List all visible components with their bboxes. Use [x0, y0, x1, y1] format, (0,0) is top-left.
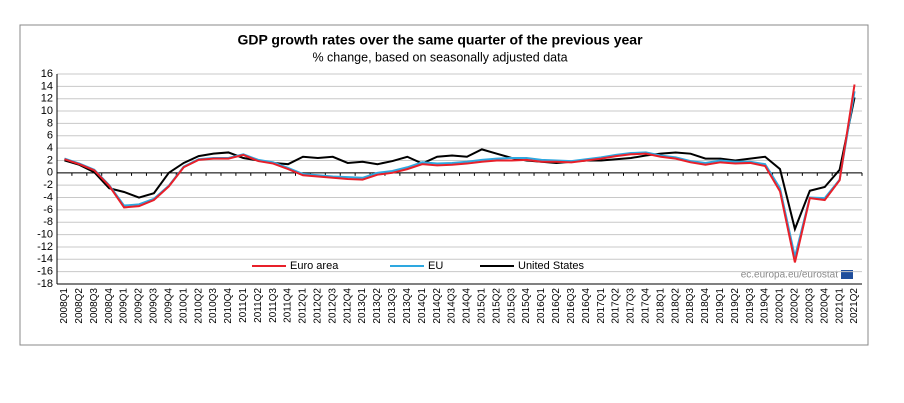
x-tick-label: 2014Q4 — [462, 288, 473, 324]
y-tick-label: -12 — [37, 241, 53, 253]
x-tick-label: 2019Q1 — [715, 288, 726, 324]
y-tick-label: -2 — [43, 179, 53, 191]
y-tick-label: 14 — [41, 80, 53, 92]
x-tick-label: 2009Q3 — [149, 288, 160, 324]
x-tick-label: 2019Q2 — [730, 288, 741, 324]
y-tick-label: -14 — [37, 253, 53, 265]
y-tick-label: 2 — [47, 154, 53, 166]
x-tick-label: 2013Q4 — [402, 288, 413, 324]
x-tick-label: 2008Q2 — [74, 288, 85, 324]
eu-flag — [841, 270, 853, 279]
x-tick-label: 2021Q1 — [834, 288, 845, 324]
x-tick-label: 2012Q3 — [327, 288, 338, 324]
x-tick-label: 2008Q1 — [59, 288, 70, 324]
x-tick-label: 2010Q3 — [208, 288, 219, 324]
y-tick-label: 8 — [47, 117, 53, 129]
series-line — [64, 84, 856, 263]
x-tick-label: 2013Q3 — [387, 288, 398, 324]
y-tick-label: 16 — [41, 68, 53, 80]
x-tick-label: 2020Q3 — [804, 288, 815, 324]
chart-title: GDP growth rates over the same quarter o… — [237, 32, 643, 48]
legend-label: United States — [518, 260, 585, 272]
x-tick-label: 2014Q3 — [447, 288, 458, 324]
x-tick-label: 2010Q1 — [178, 288, 189, 324]
y-tick-label: -18 — [37, 278, 53, 290]
y-tick-label: -6 — [43, 204, 53, 216]
y-tick-label: 0 — [47, 167, 53, 179]
x-tick-label: 2017Q1 — [596, 288, 607, 324]
y-tick-label: -4 — [43, 191, 53, 203]
legend-label: EU — [428, 260, 443, 272]
x-tick-label: 2008Q4 — [104, 288, 115, 324]
y-tick-label: -8 — [43, 216, 53, 228]
x-tick-label: 2010Q2 — [193, 288, 204, 324]
x-tick-label: 2016Q3 — [566, 288, 577, 324]
x-tick-label: 2018Q2 — [670, 288, 681, 324]
x-tick-label: 2020Q4 — [819, 288, 830, 324]
source-note: ec.europa.eu/eurostat — [741, 270, 839, 281]
x-tick-label: 2013Q1 — [357, 288, 368, 324]
x-tick-label: 2009Q4 — [163, 288, 174, 324]
x-tick-label: 2016Q4 — [581, 288, 592, 324]
x-tick-label: 2016Q2 — [551, 288, 562, 324]
x-tick-label: 2008Q3 — [89, 288, 100, 324]
x-tick-label: 2015Q4 — [521, 288, 532, 324]
x-tick-label: 2017Q2 — [611, 288, 622, 324]
x-tick-label: 2021Q2 — [849, 288, 860, 324]
x-tick-label: 2020Q2 — [790, 288, 801, 324]
x-tick-label: 2017Q4 — [640, 288, 651, 324]
series-line — [64, 97, 856, 233]
x-tick-label: 2009Q1 — [119, 288, 130, 324]
y-tick-label: 6 — [47, 130, 53, 142]
x-tick-label: 2012Q1 — [298, 288, 309, 324]
x-tick-label: 2011Q3 — [268, 288, 279, 323]
x-tick-label: 2018Q1 — [655, 288, 666, 324]
x-tick-label: 2019Q3 — [745, 288, 756, 324]
y-tick-label: -10 — [37, 228, 53, 240]
x-tick-label: 2018Q4 — [700, 288, 711, 324]
legend-label: Euro area — [290, 260, 339, 272]
x-tick-label: 2016Q1 — [536, 288, 547, 324]
x-tick-label: 2013Q2 — [372, 288, 383, 324]
y-tick-label: -16 — [37, 266, 53, 278]
x-tick-label: 2011Q2 — [253, 288, 264, 323]
x-tick-label: 2015Q3 — [506, 288, 517, 324]
y-tick-label: 10 — [41, 105, 53, 117]
x-tick-label: 2015Q1 — [477, 288, 488, 324]
chart-subtitle: % change, based on seasonally adjusted d… — [312, 50, 567, 64]
y-tick-label: 4 — [47, 142, 53, 154]
x-tick-label: 2017Q3 — [626, 288, 637, 324]
y-tick-label: 12 — [41, 93, 53, 105]
x-tick-label: 2015Q2 — [491, 288, 502, 324]
x-tick-label: 2012Q4 — [342, 288, 353, 324]
x-tick-label: 2014Q2 — [432, 288, 443, 324]
x-tick-label: 2019Q4 — [760, 288, 771, 324]
x-tick-label: 2020Q1 — [775, 288, 786, 324]
x-tick-label: 2011Q1 — [238, 288, 249, 323]
x-tick-label: 2009Q2 — [134, 288, 145, 324]
x-tick-label: 2018Q3 — [685, 288, 696, 324]
x-tick-label: 2012Q2 — [313, 288, 324, 324]
x-tick-label: 2010Q4 — [223, 288, 234, 324]
x-tick-label: 2014Q1 — [417, 288, 428, 324]
x-tick-label: 2011Q4 — [283, 288, 294, 323]
